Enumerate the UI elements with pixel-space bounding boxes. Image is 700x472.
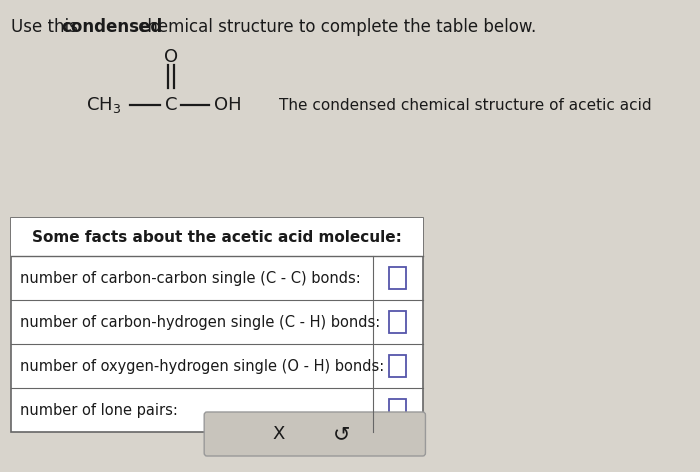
- Bar: [389, 399, 406, 421]
- Text: chemical structure to complete the table below.: chemical structure to complete the table…: [133, 18, 536, 36]
- Text: X: X: [272, 425, 285, 443]
- Bar: [389, 267, 406, 289]
- Bar: [389, 355, 406, 377]
- Text: number of oxygen-hydrogen single (O - H) bonds:: number of oxygen-hydrogen single (O - H)…: [20, 359, 384, 373]
- Text: O: O: [164, 48, 178, 66]
- Bar: [10, 218, 423, 256]
- Text: condensed: condensed: [61, 18, 162, 36]
- Text: OH: OH: [214, 96, 242, 114]
- Bar: [389, 311, 406, 333]
- Text: The condensed chemical structure of acetic acid: The condensed chemical structure of acet…: [279, 98, 652, 112]
- Bar: [10, 218, 423, 432]
- Text: Some facts about the acetic acid molecule:: Some facts about the acetic acid molecul…: [32, 229, 402, 244]
- FancyBboxPatch shape: [204, 412, 426, 456]
- Text: ↺: ↺: [333, 424, 351, 444]
- Text: number of carbon-carbon single (C - C) bonds:: number of carbon-carbon single (C - C) b…: [20, 270, 360, 286]
- Text: number of carbon-hydrogen single (C - H) bonds:: number of carbon-hydrogen single (C - H)…: [20, 314, 380, 329]
- Text: Use this: Use this: [10, 18, 83, 36]
- Text: CH$_3$: CH$_3$: [86, 95, 121, 115]
- Text: C: C: [164, 96, 177, 114]
- Text: number of lone pairs:: number of lone pairs:: [20, 403, 178, 418]
